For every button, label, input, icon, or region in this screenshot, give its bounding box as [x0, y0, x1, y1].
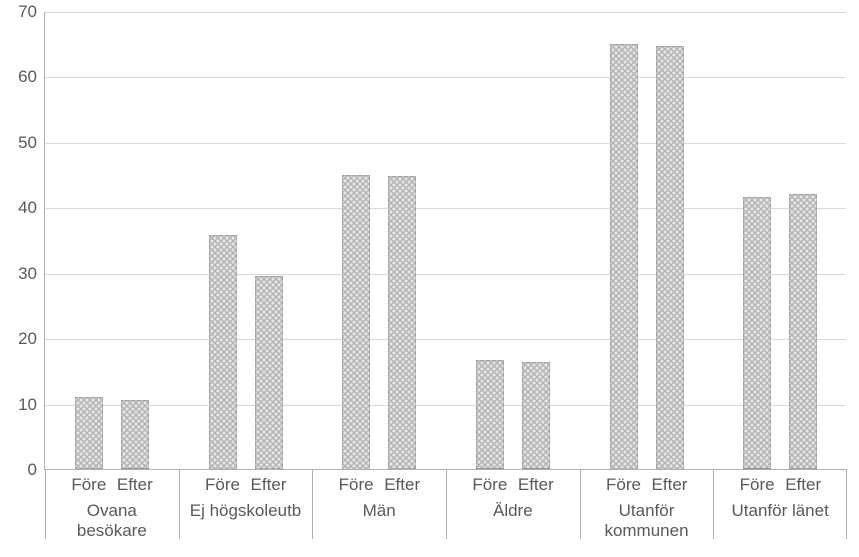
sub-category-label: Efter [518, 475, 554, 495]
sub-category-label: Före [205, 475, 240, 495]
y-tick-label: 20 [18, 329, 45, 349]
group-divider [580, 469, 581, 539]
sub-category-label: Före [740, 475, 775, 495]
bar [342, 175, 370, 469]
gridline [45, 77, 846, 78]
group-divider [312, 469, 313, 539]
y-tick-label: 30 [18, 264, 45, 284]
bar [209, 235, 237, 469]
gridline [45, 274, 846, 275]
sub-category-label: Före [339, 475, 374, 495]
sub-category-label: Efter [384, 475, 420, 495]
y-tick-label: 70 [18, 2, 45, 22]
bar [121, 400, 149, 469]
sub-category-label: Före [472, 475, 507, 495]
bar [476, 360, 504, 469]
gridline [45, 208, 846, 209]
sub-category-label: Efter [652, 475, 688, 495]
gridline [45, 405, 846, 406]
bar [656, 46, 684, 469]
bar [522, 362, 550, 469]
group-label: Ovana besökare [52, 501, 172, 542]
sub-category-label: Efter [117, 475, 153, 495]
bar [75, 397, 103, 469]
sub-category-label: Före [606, 475, 641, 495]
gridline [45, 339, 846, 340]
bar [743, 197, 771, 469]
y-tick-label: 50 [18, 133, 45, 153]
group-divider [846, 469, 847, 539]
group-divider [45, 469, 46, 539]
y-tick-label: 60 [18, 67, 45, 87]
group-label: Utanför kommunen [587, 501, 707, 542]
group-divider [179, 469, 180, 539]
gridline [45, 143, 846, 144]
group-divider [446, 469, 447, 539]
group-label: Män [319, 501, 439, 521]
group-label: Äldre [453, 501, 573, 521]
bar [610, 44, 638, 469]
group-divider [713, 469, 714, 539]
sub-category-label: Efter [251, 475, 287, 495]
bar [255, 276, 283, 469]
group-label: Ej högskoleutb [186, 501, 306, 521]
chart-root: 0 10 20 30 40 50 60 70 Före Efter Ovana besökare Fö… [0, 0, 859, 557]
group-label: Utanför länet [720, 501, 840, 521]
bar [388, 176, 416, 469]
bar [789, 194, 817, 469]
sub-category-label: Före [71, 475, 106, 495]
sub-category-label: Efter [785, 475, 821, 495]
gridline [45, 12, 846, 13]
y-tick-label: 0 [28, 460, 45, 480]
y-tick-label: 10 [18, 395, 45, 415]
y-tick-label: 40 [18, 198, 45, 218]
plot-area: 010203040506070FöreEfterOvana besökareFö… [44, 12, 846, 470]
